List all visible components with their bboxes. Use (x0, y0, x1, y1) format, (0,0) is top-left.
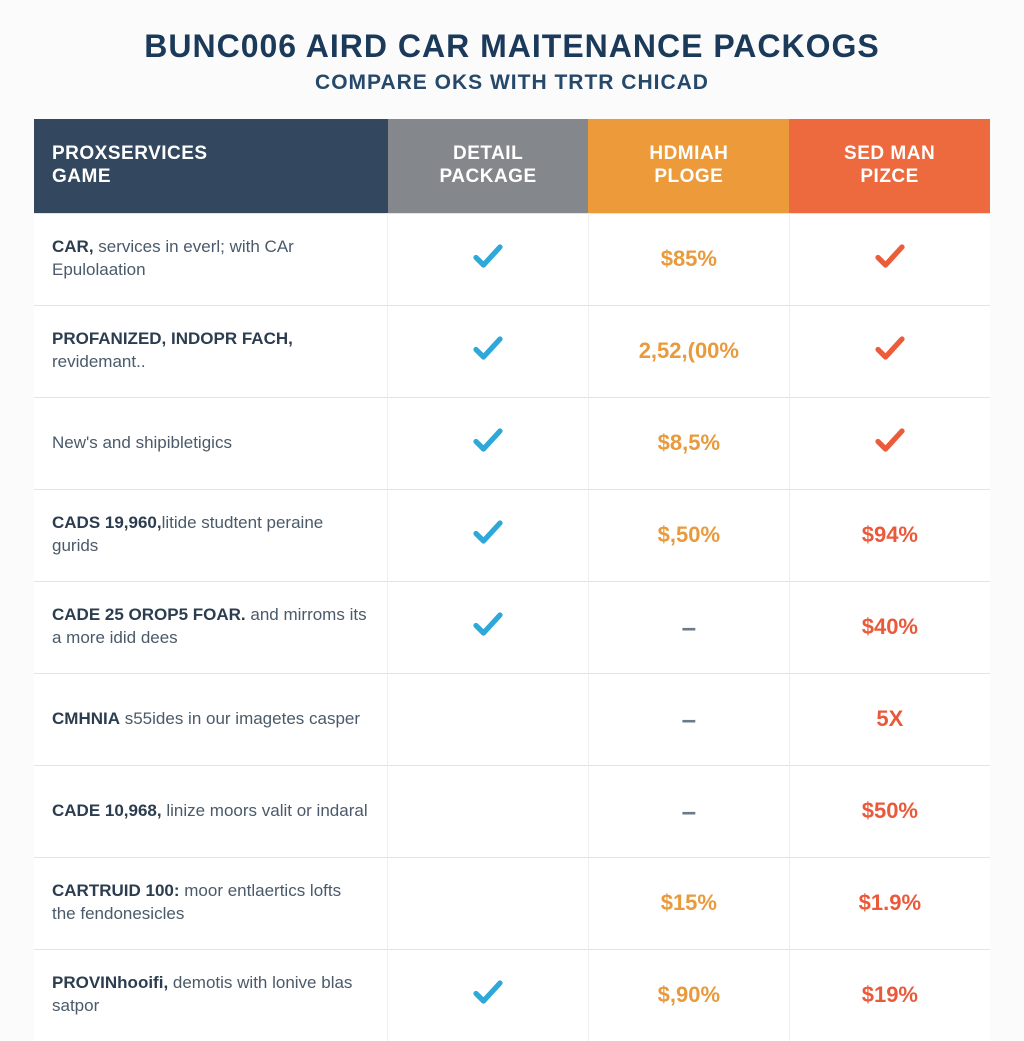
check-icon (470, 606, 506, 642)
table-row: CADE 25 OROP5 FOAR. and mirroms its a mo… (34, 581, 990, 673)
feature-primary: PROFANIZED, INDOPR FACH, (52, 329, 293, 348)
check-icon (470, 422, 506, 458)
feature-cell: CADS 19,960,litide studtent peraine guri… (34, 489, 388, 581)
dash-icon: – (682, 612, 696, 642)
value-cell: – (588, 581, 789, 673)
value-cell (388, 765, 589, 857)
value-cell (388, 857, 589, 949)
value-cell (388, 397, 589, 489)
feature-secondary: linize moors valit or indaral (162, 801, 368, 820)
table-row: CAR, services in everl; with CAr Epulola… (34, 213, 990, 305)
feature-primary: CADE 10,968, (52, 801, 162, 820)
value-cell: – (588, 673, 789, 765)
value-cell: $94% (789, 489, 990, 581)
value-cell (388, 581, 589, 673)
column-header-line2: PLOGE (654, 166, 723, 187)
check-icon (470, 238, 506, 274)
value-cell (789, 397, 990, 489)
feature-cell: New's and shipibletigics (34, 397, 388, 489)
dash-icon: – (682, 796, 696, 826)
check-icon (470, 974, 506, 1010)
value-cell: $8,5% (588, 397, 789, 489)
column-header-line2: PIZCE (860, 166, 918, 187)
column-header-line1: PROXSERVICES (52, 143, 208, 164)
feature-cell: CARTRUID 100: moor entlaertics lofts the… (34, 857, 388, 949)
page-subtitle: COMPARE OKS WITH TRTR CHICAD (34, 71, 990, 95)
value-cell: $50% (789, 765, 990, 857)
table-body: CAR, services in everl; with CAr Epulola… (34, 213, 990, 1041)
value-cell: $1.9% (789, 857, 990, 949)
feature-cell: CAR, services in everl; with CAr Epulola… (34, 213, 388, 305)
feature-secondary: revidemant.. (52, 352, 146, 371)
feature-primary: CAR, (52, 237, 94, 256)
value-cell (789, 213, 990, 305)
value-cell: 2,52,(00% (588, 305, 789, 397)
page-title: BUNC006 AIRD CAR MAITENANCE PACKOGS (34, 28, 990, 65)
column-header-1: DETAILPACKAGE (388, 119, 589, 213)
column-header-line2: GAME (52, 166, 111, 187)
column-header-line1: HDMIAH (649, 143, 728, 164)
value-cell (388, 673, 589, 765)
column-header-line1: DETAIL (453, 143, 523, 164)
table-row: CADS 19,960,litide studtent peraine guri… (34, 489, 990, 581)
feature-cell: CMHNIA s55ides in our imagetes casper (34, 673, 388, 765)
comparison-table: PROXSERVICESGAMEDETAILPACKAGEHDMIAHPLOGE… (34, 119, 990, 1041)
value-cell (789, 305, 990, 397)
value-cell: $,50% (588, 489, 789, 581)
check-icon (872, 422, 908, 458)
feature-cell: CADE 25 OROP5 FOAR. and mirroms its a mo… (34, 581, 388, 673)
value-cell (388, 489, 589, 581)
value-cell (388, 305, 589, 397)
feature-secondary: New's and shipibletigics (52, 433, 232, 452)
feature-primary: CADE 25 OROP5 FOAR. (52, 605, 246, 624)
check-icon (872, 238, 908, 274)
table-row: CARTRUID 100: moor entlaertics lofts the… (34, 857, 990, 949)
value-cell: $85% (588, 213, 789, 305)
table-header-row: PROXSERVICESGAMEDETAILPACKAGEHDMIAHPLOGE… (34, 119, 990, 213)
table-row: CMHNIA s55ides in our imagetes casper – 5X (34, 673, 990, 765)
check-icon (470, 514, 506, 550)
table-row: PROVINhooifi, demotis with lonive blas s… (34, 949, 990, 1041)
table-row: New's and shipibletigics $8,5% (34, 397, 990, 489)
value-cell: $,90% (588, 949, 789, 1041)
value-cell (388, 949, 589, 1041)
feature-cell: PROFANIZED, INDOPR FACH, revidemant.. (34, 305, 388, 397)
value-cell: – (588, 765, 789, 857)
column-header-3: SED MANPIZCE (789, 119, 990, 213)
feature-primary: CMHNIA (52, 709, 120, 728)
table-row: CADE 10,968, linize moors valit or indar… (34, 765, 990, 857)
dash-icon: – (682, 704, 696, 734)
column-header-0: PROXSERVICESGAME (34, 119, 388, 213)
feature-secondary: s55ides in our imagetes casper (120, 709, 360, 728)
feature-primary: CADS 19,960, (52, 513, 162, 532)
column-header-2: HDMIAHPLOGE (588, 119, 789, 213)
value-cell: $15% (588, 857, 789, 949)
table-row: PROFANIZED, INDOPR FACH, revidemant.. 2,5… (34, 305, 990, 397)
value-cell: $19% (789, 949, 990, 1041)
feature-primary: CARTRUID 100: (52, 881, 180, 900)
value-cell: $40% (789, 581, 990, 673)
column-header-line2: PACKAGE (440, 166, 537, 187)
check-icon (470, 330, 506, 366)
value-cell (388, 213, 589, 305)
check-icon (872, 330, 908, 366)
value-cell: 5X (789, 673, 990, 765)
column-header-line1: SED MAN (844, 143, 935, 164)
feature-primary: PROVINhooifi, (52, 973, 168, 992)
feature-cell: PROVINhooifi, demotis with lonive blas s… (34, 949, 388, 1041)
feature-cell: CADE 10,968, linize moors valit or indar… (34, 765, 388, 857)
